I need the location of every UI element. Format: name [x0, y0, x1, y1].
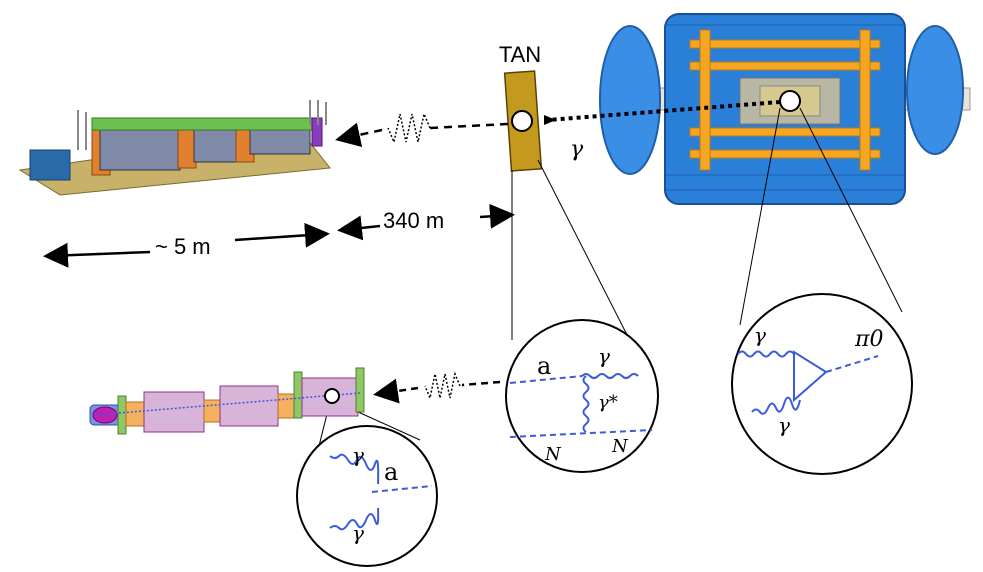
gamma-beam-label: γ — [570, 137, 584, 162]
production-gamma-star-label: γ* — [598, 392, 618, 413]
decay-gamma-bottom-label: γ — [352, 521, 364, 545]
photon-beam-line — [547, 100, 781, 122]
production-n-left-label: N — [544, 444, 562, 465]
atlas-detector — [599, 13, 971, 205]
production-n-right-label: N — [611, 436, 629, 457]
tan-absorber — [503, 70, 543, 172]
decay-point — [324, 388, 340, 404]
axion-squiggle-bottom — [424, 371, 461, 401]
distance-340m-label: 340 m — [383, 208, 444, 233]
pion-label: π0 — [854, 327, 883, 352]
tan-hole — [511, 110, 533, 132]
pi0-gamma-top-label: γ — [754, 323, 766, 347]
beamline-schematic — [89, 367, 365, 435]
forward-detector-3d — [18, 100, 331, 196]
distance-5m-label: ~ 5 m — [155, 234, 211, 259]
production-gamma-label: γ — [598, 344, 610, 368]
axion-squiggle-top — [387, 111, 431, 145]
interaction-point — [779, 90, 801, 112]
decay-gamma-top-label: γ — [352, 443, 364, 467]
decay-a-label: a — [384, 458, 398, 486]
production-a-label: a — [537, 352, 551, 380]
feynman-production: a γ γ* N N — [505, 319, 659, 473]
pi0-gamma-bottom-label: γ — [778, 413, 790, 437]
tan-label: TAN — [499, 42, 541, 67]
feynman-pi0: γ γ π0 — [731, 293, 913, 475]
feynman-decay: γ γ a — [296, 425, 438, 567]
